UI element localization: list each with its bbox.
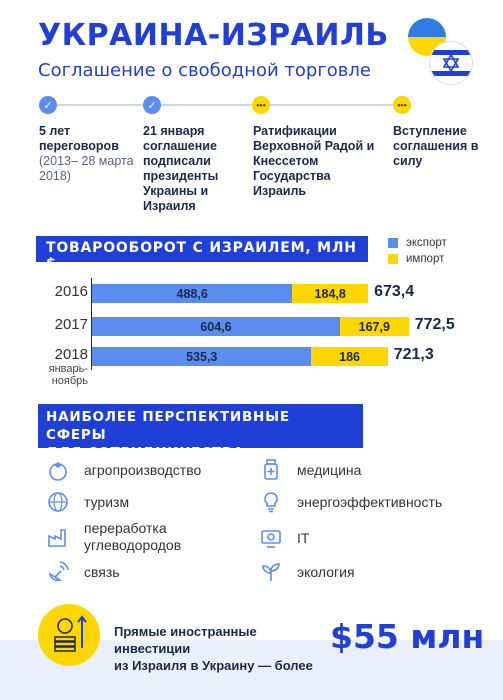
gear-computer-icon [259,526,283,550]
timeline-step-4: Вступление соглашения в силу [393,124,483,169]
timeline-step-3: Ратификации Верховной Радой и Кнессетом … [253,124,378,199]
sector-energy: энергоэффективность [259,490,442,514]
bar-total-label: 673,4 [374,283,415,300]
coins-icon [38,604,100,666]
timeline-step-1: 5 лет переговоров (2013– 28 марта 2018) [39,124,139,184]
sectors-heading: НАИБОЛЕЕ ПЕРСПЕКТИВНЫЕ СФЕРЫ ДЛЯ СОТРУДН… [38,404,363,461]
investment-text: Прямые иностранные инвестиции из Израиля… [114,623,334,674]
legend-swatch-import [388,254,398,264]
bar-export: 535,3 [92,347,312,366]
chart-axis [91,278,92,370]
sectors-heading-line: ДЛЯ СОТРУДНИЧЕСТВА: [46,445,251,461]
sector-label: энергоэффективность [297,494,443,510]
bar-export: 604,6 [92,317,340,336]
sector-label: IT [297,530,310,546]
sprout-icon [259,560,283,584]
bar-total-label: 772,5 [414,316,455,333]
timeline-step-title: 21 января соглашение подписали президент… [143,124,219,213]
timeline-step-sub: (2013– 28 марта 2018) [39,154,134,183]
investment-text-line: Прямые иностранные инвестиции [114,624,257,656]
sector-tourism: туризм [46,490,129,514]
timeline-step-title: 5 лет переговоров [39,124,119,153]
legend-label: импорт [406,253,445,265]
globe-plane-icon [46,490,70,514]
sector-label: туризм [84,494,130,510]
sector-label-multiline: переработка углеводородов [84,520,181,554]
bar-total-label: 721,3 [393,346,434,363]
bar-export: 488,6 [92,284,293,303]
factory-icon [46,525,70,549]
year-label-text: 2017 [54,316,88,333]
lightbulb-icon [259,490,283,514]
pending-dots-icon: ••• [393,96,411,114]
sector-label: экология [297,564,355,580]
period-label: январь-ноябрь [48,363,88,387]
timeline-line [48,104,404,106]
bar-import: 167,9 [339,317,409,336]
bar-import: 184,8 [292,284,369,303]
sector-label: углеводородов [84,537,182,553]
sectors-heading-line: НАИБОЛЕЕ ПЕРСПЕКТИВНЫЕ СФЕРЫ [46,409,290,443]
year-label-text: 2016 [54,283,88,300]
legend-swatch-export [388,238,398,248]
year-label: 2016 [38,283,88,300]
investment-text-line: из Израиля в Украину — более [114,658,313,673]
legend-import: импорт [388,253,444,265]
sector-hydrocarbons: переработка углеводородов [46,520,181,554]
sector-label: связь [84,564,120,580]
year-label: 2018 январь-ноябрь [38,346,88,387]
check-icon: ✓ [143,96,161,114]
timeline-step-title: Ратификации Верховной Радой и Кнессетом … [253,124,375,198]
tomato-icon [46,458,70,482]
sector-label: переработка [84,520,167,536]
satellite-icon [46,560,70,584]
sector-label: агропроизводство [84,462,202,478]
trade-heading: ТОВАРООБОРОТ С ИЗРАИЛЕМ, МЛН $ [36,236,368,272]
pending-dots-icon: ••• [252,96,270,114]
bar-import: 186 [311,347,388,366]
timeline-step-title: Вступление соглашения в силу [393,124,479,168]
sector-communication: связь [46,560,120,584]
year-label-text: 2018 [54,346,88,363]
sector-label: медицина [297,462,362,478]
legend-export: экспорт [388,237,447,249]
page-subtitle: Соглашение о свободной торговле [38,60,371,81]
legend-label: экспорт [406,237,447,249]
page-title: УКРАИНА-ИЗРАИЛЬ [38,18,389,53]
sector-ecology: экология [259,560,355,584]
medicine-icon [259,458,283,482]
check-icon: ✓ [39,96,57,114]
sector-medicine: медицина [259,458,361,482]
israel-flag-icon [430,42,472,84]
sector-agro: агропроизводство [46,458,201,482]
sector-it: IT [259,526,309,550]
timeline-step-2: 21 января соглашение подписали президент… [143,124,243,214]
year-label: 2017 [38,316,88,333]
investment-value: $55 млн [330,617,485,656]
